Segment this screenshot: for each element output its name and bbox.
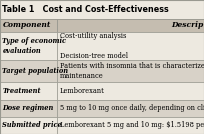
Text: Treatment: Treatment	[2, 87, 41, 95]
Text: Type of economic
evaluation: Type of economic evaluation	[2, 37, 67, 55]
Bar	[0, 82, 57, 100]
Text: Component: Component	[2, 21, 51, 29]
Text: 5 mg to 10 mg once daily, depending on clinical n: 5 mg to 10 mg once daily, depending on c…	[60, 104, 204, 112]
Text: Cost-utility analysis

Decision-tree model: Cost-utility analysis Decision-tree mode…	[60, 31, 128, 60]
Text: Target population: Target population	[2, 67, 69, 75]
Bar	[57, 82, 204, 100]
Bar	[57, 32, 204, 60]
Text: Lemborexant 5 mg and 10 mg: $1.5198 per tablet: Lemborexant 5 mg and 10 mg: $1.5198 per …	[60, 121, 204, 129]
Bar	[0, 0, 204, 19]
Text: Submitted price: Submitted price	[2, 121, 62, 129]
Bar	[57, 60, 204, 82]
Text: Table 1   Cost and Cost-Effectiveness: Table 1 Cost and Cost-Effectiveness	[2, 5, 169, 14]
Bar	[0, 100, 57, 117]
Bar	[57, 117, 204, 134]
Bar	[57, 100, 204, 117]
Text: Lemborexant: Lemborexant	[60, 87, 104, 95]
Bar	[0, 60, 57, 82]
Text: Descrip: Descrip	[171, 21, 203, 29]
Text: Patients with insomnia that is characterized by dif-
maintenance: Patients with insomnia that is character…	[60, 62, 204, 80]
Text: Dose regimen: Dose regimen	[2, 104, 54, 112]
Bar	[0, 117, 57, 134]
Bar	[0, 32, 57, 60]
Bar	[0, 19, 57, 32]
Bar	[57, 19, 204, 32]
